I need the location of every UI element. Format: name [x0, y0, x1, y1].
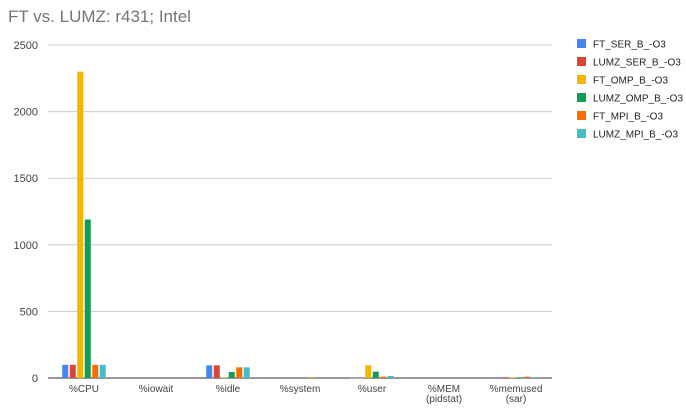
legend-swatch	[577, 111, 586, 120]
x-tick-label: (sar)	[506, 394, 527, 405]
bar	[380, 376, 387, 378]
bar	[494, 377, 501, 378]
legend-label: LUMZ_OMP_B_-O3	[593, 94, 683, 105]
legend-swatch	[577, 57, 586, 66]
bar	[357, 377, 364, 379]
x-tick-label: %idle	[216, 384, 241, 395]
bars	[62, 71, 538, 379]
x-tick-label: %iowait	[139, 384, 174, 395]
bar	[213, 365, 220, 378]
bar	[206, 365, 213, 378]
bar	[77, 71, 84, 378]
legend-label: FT_OMP_B_-O3	[593, 76, 668, 87]
y-tick-label: 1000	[14, 240, 38, 252]
y-axis: 0 500 1000 1500 2000 2500	[14, 40, 38, 385]
bar	[221, 377, 228, 379]
chart-title: FT vs. LUMZ: r431; Intel	[8, 7, 191, 26]
bar	[531, 377, 538, 378]
legend-label: FT_MPI_B_-O3	[593, 112, 663, 123]
bar	[350, 377, 357, 379]
bar	[84, 219, 91, 378]
legend-swatch	[577, 39, 586, 48]
bar	[228, 372, 235, 378]
x-tick-label: %memused	[490, 384, 543, 395]
legend: FT_SER_B_-O3 LUMZ_SER_B_-O3 FT_OMP_B_-O3 LU…	[577, 39, 683, 141]
x-axis: %CPU %iowait %idle %system %user %MEM(pidstat…	[69, 384, 542, 405]
y-tick-label: 500	[20, 306, 38, 318]
y-tick-label: 2500	[14, 40, 38, 52]
legend-swatch	[577, 93, 586, 102]
legend-swatch	[577, 129, 586, 138]
bar	[62, 364, 69, 378]
x-tick-label: %system	[280, 384, 321, 395]
x-tick-label: %MEM	[428, 384, 460, 395]
bar	[69, 364, 76, 378]
x-tick-label: %user	[358, 384, 387, 395]
bar	[365, 365, 372, 378]
bar	[308, 377, 315, 378]
legend-label: LUMZ_SER_B_-O3	[593, 58, 681, 69]
legend-swatch	[577, 75, 586, 84]
bar	[236, 367, 243, 378]
y-tick-label: 1500	[14, 173, 38, 185]
bar	[387, 376, 394, 378]
y-tick-label: 0	[32, 373, 38, 385]
bar	[243, 367, 250, 378]
bar	[99, 364, 106, 378]
x-tick-label: %CPU	[69, 384, 99, 395]
gridlines	[48, 44, 552, 379]
bar	[501, 377, 508, 378]
bar	[516, 377, 523, 378]
legend-label: LUMZ_MPI_B_-O3	[593, 130, 678, 141]
y-tick-label: 2000	[14, 107, 38, 119]
bar	[509, 377, 516, 378]
x-tick-label: (pidstat)	[426, 394, 462, 405]
bar	[92, 364, 99, 378]
bar	[524, 376, 531, 378]
bar	[372, 371, 379, 378]
legend-label: FT_SER_B_-O3	[593, 40, 666, 51]
